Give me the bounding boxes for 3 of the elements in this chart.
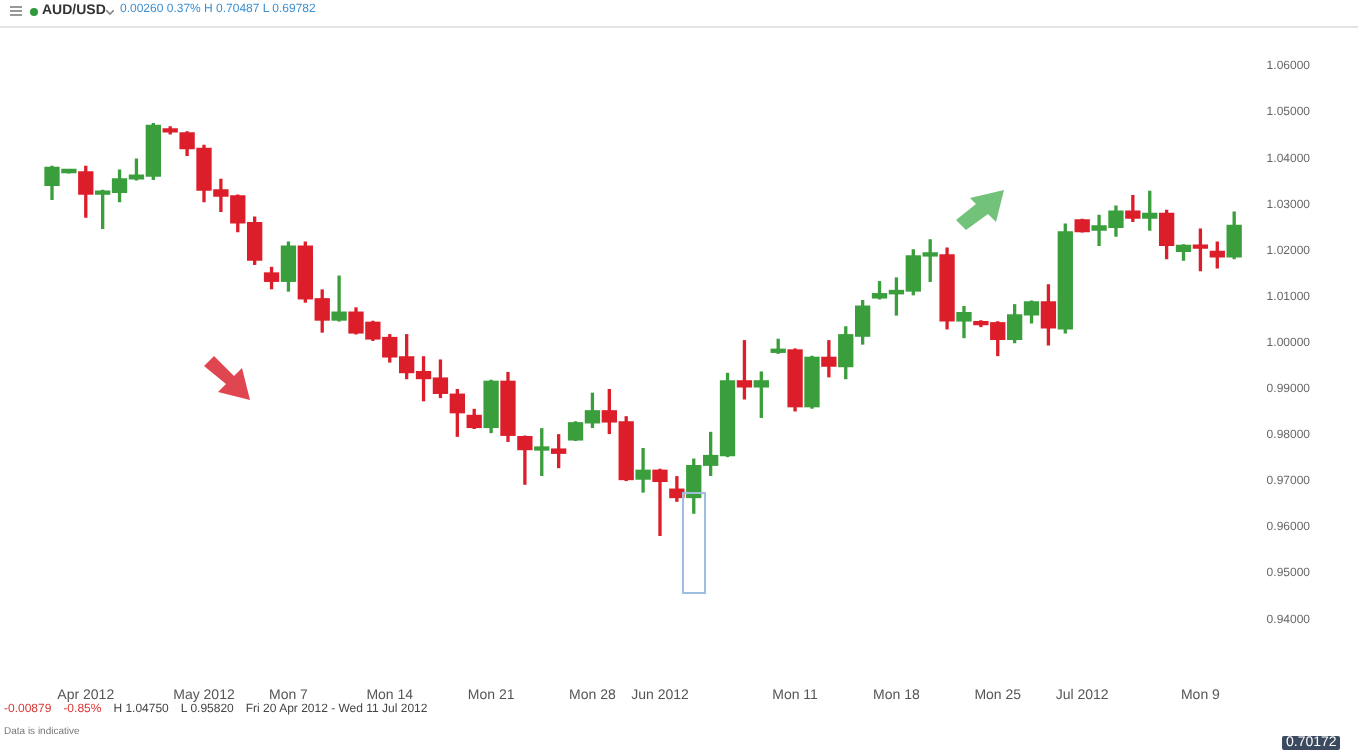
candlestick [635, 447, 651, 493]
candlestick [331, 275, 347, 322]
candlestick [652, 468, 668, 536]
